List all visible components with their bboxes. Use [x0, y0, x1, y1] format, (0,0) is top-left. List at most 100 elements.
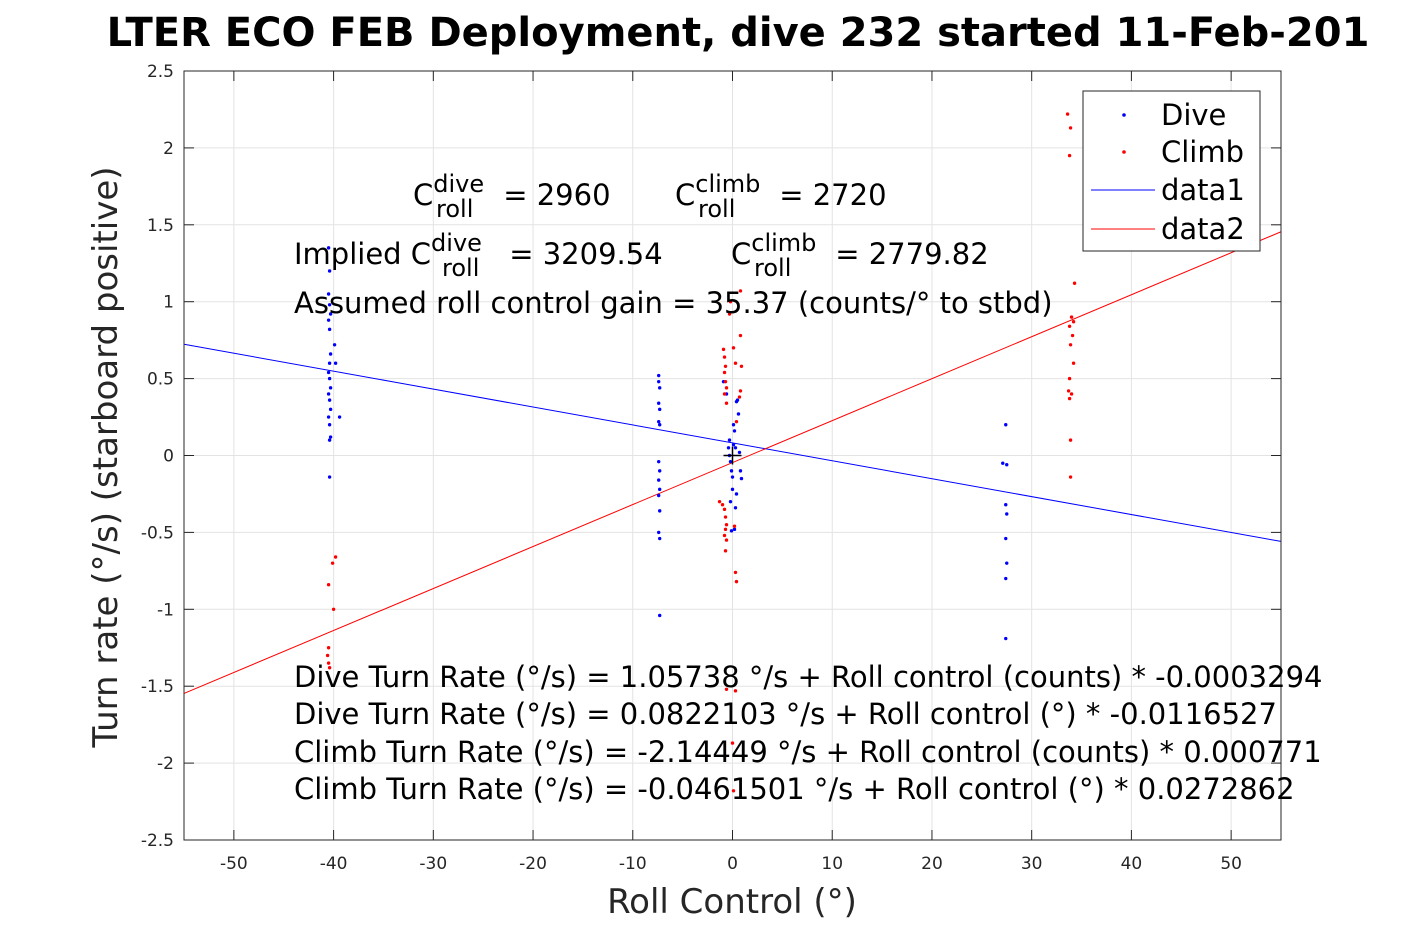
point-climb	[326, 582, 331, 587]
point-climb	[1067, 396, 1072, 401]
point-climb	[1070, 333, 1075, 338]
point-dive	[726, 446, 731, 450]
point-climb	[1072, 281, 1077, 285]
point-climb	[724, 687, 729, 691]
point-climb	[723, 379, 728, 384]
point-dive	[733, 506, 738, 510]
data-points	[325, 112, 1077, 793]
legend-data2: data2	[1161, 212, 1245, 246]
point-dive	[732, 527, 737, 532]
point-dive	[657, 419, 661, 424]
point-climb	[1069, 392, 1074, 396]
point-dive	[657, 407, 662, 412]
point-dive	[326, 246, 331, 250]
point-dive	[328, 352, 333, 356]
point-climb	[724, 401, 729, 405]
point-climb	[733, 689, 738, 693]
point-climb	[722, 355, 727, 359]
point-dive	[326, 318, 331, 322]
legend-dive-marker	[1122, 113, 1126, 117]
fit-equation-2: Dive Turn Rate (°/s) = 0.0822103 °/s + R…	[294, 697, 1277, 731]
series-line-data1	[183, 343, 1282, 542]
point-dive	[657, 386, 662, 390]
y-tick-label: -0.5	[141, 523, 174, 543]
chart-title: LTER ECO FEB Deployment, dive 232 starte…	[107, 10, 1370, 56]
point-dive	[730, 487, 735, 492]
fit-equation-3: Climb Turn Rate (°/s) = -2.14449 °/s + R…	[294, 735, 1322, 769]
point-climb	[738, 333, 743, 338]
legend-climb: Climb	[1161, 135, 1244, 169]
point-dive	[327, 398, 332, 402]
point-dive	[327, 269, 332, 273]
point-dive	[730, 475, 735, 479]
point-climb	[730, 741, 735, 745]
point-climb	[722, 370, 727, 375]
point-climb	[720, 503, 725, 507]
point-dive	[326, 370, 331, 375]
point-dive	[326, 392, 331, 396]
point-climb	[732, 524, 737, 528]
point-climb	[1068, 475, 1073, 479]
point-climb	[326, 646, 331, 650]
point-dive	[333, 361, 338, 365]
fit-equation-4: Climb Turn Rate (°/s) = -0.0461501 °/s +…	[294, 772, 1295, 806]
legend-box	[1082, 90, 1261, 252]
point-climb	[333, 555, 338, 559]
point-climb	[723, 364, 728, 368]
point-dive	[328, 407, 333, 412]
point-dive	[738, 469, 743, 473]
point-dive	[657, 469, 662, 473]
point-dive	[733, 446, 738, 450]
point-climb	[331, 607, 336, 611]
point-dive	[732, 429, 737, 433]
point-dive	[1004, 636, 1008, 641]
point-climb	[733, 361, 738, 365]
legend-data1: data1	[1161, 173, 1245, 207]
point-climb	[723, 527, 728, 532]
point-dive	[1004, 423, 1008, 427]
y-tick-label: -1	[157, 600, 174, 620]
legend-climb-marker	[1122, 150, 1126, 154]
point-climb	[717, 499, 722, 504]
point-climb	[1066, 389, 1071, 393]
point-climb	[1068, 343, 1073, 347]
point-climb	[734, 579, 739, 584]
point-climb	[1068, 438, 1073, 442]
x-tick-label: 40	[1121, 854, 1143, 874]
x-tick-label: 50	[1220, 854, 1242, 874]
x-tick-label: -40	[320, 854, 348, 874]
point-climb	[731, 346, 736, 350]
point-dive	[327, 438, 332, 442]
point-dive	[327, 423, 332, 427]
point-dive	[328, 435, 333, 439]
point-dive	[657, 423, 662, 427]
point-climb	[733, 570, 738, 575]
point-climb	[1069, 315, 1074, 319]
point-climb	[738, 289, 743, 293]
point-dive	[657, 493, 661, 498]
plot-border	[183, 70, 1282, 841]
mean-marker	[723, 446, 742, 465]
point-dive	[1005, 512, 1009, 516]
point-climb	[325, 653, 330, 658]
point-climb	[724, 538, 729, 542]
roll-gain-text: Assumed roll control gain = 35.37 (count…	[294, 286, 1053, 320]
point-dive	[1004, 576, 1008, 581]
x-axis-label: Roll Control (°)	[607, 882, 857, 922]
c-roll-climb: Cclimb roll = 2720	[675, 170, 887, 223]
point-dive	[1004, 503, 1008, 507]
point-climb	[734, 419, 739, 424]
y-axis-ticks: -2.5 -2 -1.5 -1 -0.5 0 0.5 1 1.5 2 2.5	[141, 62, 1281, 851]
point-climb	[1068, 126, 1073, 130]
y-tick-label: -2	[157, 754, 174, 774]
point-climb	[327, 666, 332, 670]
x-tick-label: -50	[220, 854, 248, 874]
point-dive	[327, 361, 332, 365]
point-climb	[737, 395, 742, 399]
point-climb	[738, 389, 743, 393]
point-dive	[657, 401, 661, 405]
point-dive	[739, 476, 744, 481]
point-climb	[731, 789, 736, 793]
c-roll-dive: Cdive roll = 2960	[413, 170, 611, 223]
